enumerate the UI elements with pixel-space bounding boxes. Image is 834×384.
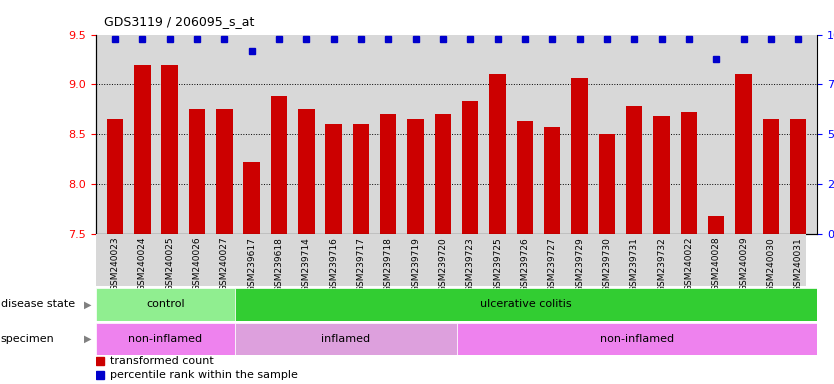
Text: GSM240027: GSM240027 (220, 237, 229, 291)
Text: GSM239716: GSM239716 (329, 237, 338, 292)
Text: GSM240022: GSM240022 (685, 237, 693, 291)
Bar (517, 121, 533, 234)
Text: GSM239720: GSM239720 (439, 237, 448, 291)
Bar (134, 65, 151, 234)
Text: GSM239727: GSM239727 (548, 237, 557, 291)
Text: GSM239717: GSM239717 (356, 237, 365, 292)
Bar (681, 113, 697, 234)
Text: disease state: disease state (1, 299, 75, 310)
Bar (571, 78, 588, 234)
Text: GSM239729: GSM239729 (575, 237, 584, 291)
Text: non-inflamed: non-inflamed (600, 334, 674, 344)
Text: GSM239730: GSM239730 (602, 237, 611, 292)
Bar (234, 288, 817, 321)
Text: GSM239617: GSM239617 (247, 237, 256, 292)
Bar (107, 119, 123, 234)
Text: GSM240025: GSM240025 (165, 237, 174, 291)
Text: ▶: ▶ (84, 334, 92, 344)
Bar (380, 114, 396, 234)
Bar (790, 119, 806, 234)
Text: GSM240026: GSM240026 (193, 237, 202, 291)
Bar (490, 74, 505, 234)
Bar (188, 109, 205, 234)
Text: GSM239731: GSM239731 (630, 237, 639, 292)
Bar (325, 124, 342, 234)
Bar (457, 323, 817, 355)
Bar (234, 323, 457, 355)
Text: GSM239732: GSM239732 (657, 237, 666, 291)
Bar (736, 74, 751, 234)
Bar (599, 134, 615, 234)
Bar (96, 323, 234, 355)
Text: inflamed: inflamed (321, 334, 370, 344)
Text: GSM239723: GSM239723 (465, 237, 475, 291)
Bar (462, 101, 479, 234)
Bar (708, 216, 725, 234)
Text: transformed count: transformed count (110, 356, 214, 366)
Bar (408, 119, 424, 234)
Text: GSM239726: GSM239726 (520, 237, 530, 291)
Text: non-inflamed: non-inflamed (128, 334, 203, 344)
Bar (762, 119, 779, 234)
Bar (162, 65, 178, 234)
Text: GSM239725: GSM239725 (493, 237, 502, 291)
Text: control: control (146, 299, 184, 310)
Text: ▶: ▶ (84, 299, 92, 310)
Text: ulcerative colitis: ulcerative colitis (480, 299, 572, 310)
Text: GSM240024: GSM240024 (138, 237, 147, 291)
Text: GSM240023: GSM240023 (111, 237, 119, 291)
Bar (653, 116, 670, 234)
Bar (216, 109, 233, 234)
Bar (298, 109, 314, 234)
Text: specimen: specimen (1, 334, 54, 344)
Text: GSM239618: GSM239618 (274, 237, 284, 292)
Bar (96, 288, 234, 321)
Bar (626, 106, 642, 234)
Bar (271, 96, 287, 234)
Bar (544, 127, 560, 234)
Bar (435, 114, 451, 234)
Text: GDS3119 / 206095_s_at: GDS3119 / 206095_s_at (104, 15, 254, 28)
Text: GSM240029: GSM240029 (739, 237, 748, 291)
Text: GSM239714: GSM239714 (302, 237, 311, 291)
Text: GSM240028: GSM240028 (711, 237, 721, 291)
Bar (353, 124, 369, 234)
Text: percentile rank within the sample: percentile rank within the sample (110, 370, 299, 380)
Text: GSM239718: GSM239718 (384, 237, 393, 292)
Text: GSM240031: GSM240031 (794, 237, 802, 291)
Text: GSM240030: GSM240030 (766, 237, 776, 291)
Bar (244, 162, 260, 234)
Text: GSM239719: GSM239719 (411, 237, 420, 292)
